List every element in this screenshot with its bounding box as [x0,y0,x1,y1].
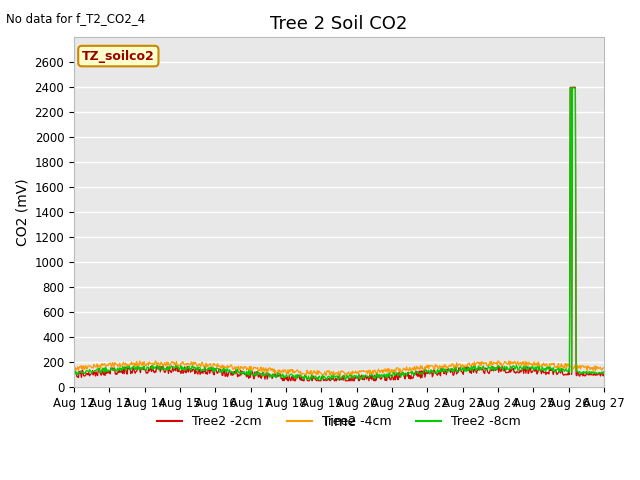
Tree2 -4cm [420,366,428,372]
Tree2 -4cm [404,367,412,372]
Tree2 -2cm [280,378,288,384]
Tree2 -4cm [134,361,142,367]
Tree2 -4cm [323,372,330,378]
Tree2 -2cm [216,366,224,372]
Tree2 -4cm [70,363,78,369]
Tree2 -4cm [80,363,88,369]
Tree2 -8cm [134,366,142,372]
Tree2 -8cm [420,369,428,374]
Tree2 -8cm [600,369,608,375]
Tree2 -2cm [600,371,608,376]
Text: No data for f_T2_CO2_4: No data for f_T2_CO2_4 [6,12,145,25]
Line: Tree2 -4cm: Tree2 -4cm [74,361,604,375]
Tree2 -2cm [566,84,574,90]
Text: TZ_soilco2: TZ_soilco2 [82,49,155,62]
Tree2 -8cm [70,368,78,374]
Tree2 -2cm [80,373,88,379]
Tree2 -4cm [600,365,608,371]
Tree2 -2cm [420,371,428,377]
Tree2 -8cm [404,371,412,376]
Tree2 -8cm [317,377,325,383]
Tree2 -8cm [80,370,88,375]
Tree2 -2cm [70,372,78,378]
Tree2 -2cm [134,366,142,372]
Tree2 -4cm [216,363,224,369]
X-axis label: Time: Time [322,415,356,429]
Y-axis label: CO2 (mV): CO2 (mV) [15,179,29,246]
Tree2 -4cm [494,358,502,364]
Tree2 -4cm [188,360,196,366]
Tree2 -8cm [566,85,574,91]
Tree2 -2cm [404,370,412,375]
Tree2 -8cm [216,370,224,375]
Tree2 -8cm [188,363,196,369]
Line: Tree2 -8cm: Tree2 -8cm [74,88,604,380]
Legend: Tree2 -2cm, Tree2 -4cm, Tree2 -8cm: Tree2 -2cm, Tree2 -4cm, Tree2 -8cm [152,410,526,433]
Tree2 -2cm [188,369,196,374]
Line: Tree2 -2cm: Tree2 -2cm [74,87,604,381]
Title: Tree 2 Soil CO2: Tree 2 Soil CO2 [270,15,408,33]
